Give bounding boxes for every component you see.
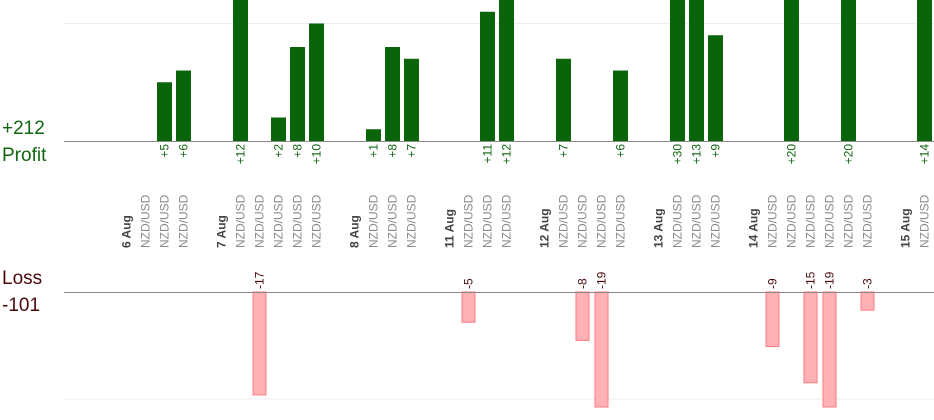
loss-bar xyxy=(575,291,590,341)
pair-label: NZD/USD xyxy=(842,194,856,248)
loss-bar xyxy=(594,291,609,408)
profit-total: +212 xyxy=(2,118,45,139)
pair-label: NZD/USD xyxy=(272,194,286,248)
pair-label: NZD/USD xyxy=(785,194,799,248)
loss-bar xyxy=(461,291,476,323)
profit-value-label: +10 xyxy=(310,144,324,165)
profit-value-label: +6 xyxy=(177,144,191,158)
pair-label: NZD/USD xyxy=(500,194,514,248)
pair-label: NZD/USD xyxy=(291,194,305,248)
profit-bar xyxy=(784,0,799,141)
loss-value-label: -17 xyxy=(253,271,267,289)
profit-bar xyxy=(556,58,571,141)
date-label: 11 Aug xyxy=(443,209,457,248)
pair-label: NZD/USD xyxy=(367,194,381,248)
loss-value-label: -15 xyxy=(804,271,818,289)
pair-label: NZD/USD xyxy=(766,194,780,248)
profit-value-label: +30 xyxy=(671,144,685,165)
profit-bar xyxy=(309,23,324,141)
profit-value-label: +9 xyxy=(709,144,723,158)
profit-value-label: +7 xyxy=(405,144,419,158)
profit-value-label: +6 xyxy=(614,144,628,158)
loss-value-label: -19 xyxy=(595,271,609,289)
pair-label: NZD/USD xyxy=(918,194,932,248)
date-label: 8 Aug xyxy=(348,215,362,248)
profit-bar xyxy=(917,0,932,141)
pair-label: NZD/USD xyxy=(177,194,191,248)
date-label: 6 Aug xyxy=(120,215,134,248)
pair-label: NZD/USD xyxy=(310,194,324,248)
profit-bar xyxy=(176,70,191,141)
profit-bar xyxy=(480,11,495,141)
loss-bar xyxy=(822,291,837,408)
date-label: 13 Aug xyxy=(652,208,666,248)
pair-label: NZD/USD xyxy=(861,194,875,248)
loss-bar xyxy=(252,291,267,396)
pair-label: NZD/USD xyxy=(139,194,153,248)
pair-label: NZD/USD xyxy=(462,194,476,248)
pair-label: NZD/USD xyxy=(253,194,267,248)
date-label: 14 Aug xyxy=(747,208,761,248)
profit-value-label: +2 xyxy=(272,144,286,158)
profit-bar xyxy=(689,0,704,141)
loss-value-label: -5 xyxy=(462,278,476,289)
profit-bar xyxy=(366,129,381,141)
pair-label: NZD/USD xyxy=(481,194,495,248)
profit-bar xyxy=(404,58,419,141)
pair-label: NZD/USD xyxy=(557,194,571,248)
profit-bar xyxy=(385,47,400,141)
profit-value-label: +20 xyxy=(842,144,856,165)
pair-label: NZD/USD xyxy=(405,194,419,248)
pair-label: NZD/USD xyxy=(386,194,400,248)
loss-total: -101 xyxy=(2,295,41,316)
profit-value-label: +20 xyxy=(785,144,799,165)
loss-label: Loss xyxy=(2,268,43,289)
profit-value-label: +11 xyxy=(481,144,495,164)
profit-value-label: +8 xyxy=(291,144,305,158)
profit-value-label: +1 xyxy=(367,144,381,158)
profit-value-label: +12 xyxy=(500,144,514,165)
profit-value-label: +14 xyxy=(918,144,932,165)
profit-bar xyxy=(233,0,248,141)
pair-label: NZD/USD xyxy=(690,194,704,248)
profit-bar xyxy=(157,82,172,141)
pair-label: NZD/USD xyxy=(804,194,818,248)
pair-label: NZD/USD xyxy=(595,194,609,248)
profit-value-label: +7 xyxy=(557,144,571,158)
loss-bar xyxy=(803,291,818,384)
loss-value-label: -19 xyxy=(823,271,837,289)
loss-value-label: -9 xyxy=(766,278,780,289)
profit-value-label: +8 xyxy=(386,144,400,158)
profit-value-label: +12 xyxy=(234,144,248,165)
date-label: 15 Aug xyxy=(899,208,913,248)
loss-bar xyxy=(860,291,875,311)
loss-value-label: -8 xyxy=(576,278,590,289)
loss-value-label: -3 xyxy=(861,278,875,289)
profit-bar xyxy=(841,0,856,141)
profit-label: Profit xyxy=(2,145,47,166)
pair-label: NZD/USD xyxy=(823,194,837,248)
date-label: 12 Aug xyxy=(538,208,552,248)
pair-label: NZD/USD xyxy=(576,194,590,248)
profit-bar xyxy=(708,35,723,141)
pair-label: NZD/USD xyxy=(158,194,172,248)
profit-value-label: +5 xyxy=(158,144,172,158)
profit-bar xyxy=(290,47,305,141)
loss-bar xyxy=(765,291,780,347)
pair-label: NZD/USD xyxy=(709,194,723,248)
profit-bar xyxy=(613,70,628,141)
pair-label: NZD/USD xyxy=(671,194,685,248)
pair-label: NZD/USD xyxy=(614,194,628,248)
profit-bar xyxy=(670,0,685,141)
pair-label: NZD/USD xyxy=(234,194,248,248)
profit-value-label: +13 xyxy=(690,144,704,165)
profit-bar xyxy=(271,117,286,141)
profit-bar xyxy=(499,0,514,141)
date-label: 7 Aug xyxy=(215,215,229,248)
